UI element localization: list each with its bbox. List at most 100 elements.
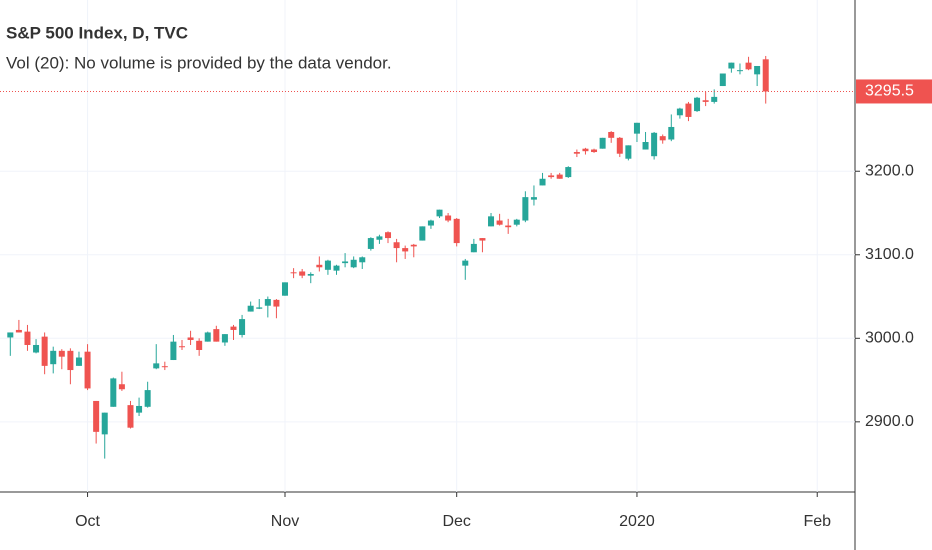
candle-body bbox=[642, 142, 649, 150]
candle-body bbox=[359, 257, 366, 263]
candle-body bbox=[33, 344, 40, 353]
candle-body bbox=[582, 148, 589, 152]
candle-body bbox=[573, 152, 580, 154]
candle-body bbox=[591, 149, 598, 153]
candle-body bbox=[599, 137, 606, 149]
candle-body bbox=[496, 220, 503, 225]
candle-body bbox=[556, 174, 563, 179]
candle-body bbox=[204, 332, 211, 342]
candle-body bbox=[393, 242, 400, 249]
candle-body bbox=[719, 73, 726, 87]
last-price-box bbox=[856, 79, 932, 104]
candle-body bbox=[410, 244, 417, 247]
plot-area bbox=[0, 0, 855, 492]
candle-body bbox=[50, 350, 57, 365]
candle-body bbox=[230, 326, 237, 330]
x-tick-label: Oct bbox=[75, 513, 100, 530]
candle-body bbox=[685, 103, 692, 117]
candle-body bbox=[213, 329, 220, 342]
candle-body bbox=[93, 400, 100, 432]
candle-body bbox=[101, 412, 108, 435]
candle-body bbox=[333, 265, 340, 271]
candle-body bbox=[221, 334, 228, 343]
candle-body bbox=[196, 340, 203, 350]
candle-body bbox=[565, 167, 572, 178]
last-price-label: 3295.5 bbox=[865, 83, 914, 100]
candle-body bbox=[316, 264, 323, 268]
candle-body bbox=[625, 145, 632, 159]
candle-body bbox=[118, 384, 125, 390]
x-tick-label: 2020 bbox=[619, 513, 655, 530]
candle-body bbox=[522, 197, 529, 221]
candle-body bbox=[659, 136, 666, 141]
candle-body bbox=[385, 232, 392, 239]
chart-title: S&P 500 Index, D, TVC bbox=[6, 23, 188, 42]
x-tick-label: Nov bbox=[271, 513, 299, 530]
candle-body bbox=[616, 137, 623, 154]
candle-body bbox=[736, 70, 743, 72]
candle-body bbox=[15, 329, 22, 333]
candle-body bbox=[462, 260, 469, 266]
candle-body bbox=[136, 405, 143, 413]
candle-body bbox=[350, 259, 357, 268]
x-tick-label: Dec bbox=[442, 513, 470, 530]
y-tick-label: 3200.0 bbox=[865, 162, 914, 179]
candle-body bbox=[702, 100, 709, 102]
candle-body bbox=[247, 305, 254, 312]
candle-body bbox=[676, 108, 683, 116]
candle-body bbox=[144, 390, 151, 407]
candle-body bbox=[479, 238, 486, 241]
candle-body bbox=[264, 299, 271, 306]
candle-body bbox=[376, 236, 383, 240]
candle-body bbox=[67, 350, 74, 371]
candle-body bbox=[24, 331, 31, 345]
candle-body bbox=[170, 341, 177, 361]
candle-body bbox=[324, 260, 331, 270]
candle-body bbox=[153, 363, 160, 369]
candle-body bbox=[453, 218, 460, 244]
candle-body bbox=[470, 243, 477, 253]
candle-body bbox=[402, 248, 409, 252]
candle-body bbox=[633, 122, 640, 134]
candle-body bbox=[281, 282, 289, 296]
candle-body bbox=[367, 238, 374, 249]
candle-body bbox=[7, 332, 14, 338]
candle-body bbox=[239, 319, 246, 335]
candle-body bbox=[110, 378, 117, 407]
candle-body bbox=[745, 62, 752, 70]
candle-body bbox=[307, 273, 314, 276]
candle-body bbox=[127, 405, 134, 428]
x-tick-label: Feb bbox=[803, 513, 831, 530]
candle-body bbox=[41, 336, 48, 366]
candle-body bbox=[299, 271, 306, 276]
candle-body bbox=[273, 299, 280, 307]
y-tick-label: 2900.0 bbox=[865, 413, 914, 430]
candle-body bbox=[530, 197, 537, 200]
candle-body bbox=[84, 351, 91, 389]
candle-body bbox=[505, 225, 512, 228]
candle-body bbox=[539, 178, 546, 186]
candle-body bbox=[436, 209, 443, 217]
candle-body bbox=[488, 216, 495, 227]
candle-body bbox=[161, 366, 168, 368]
candle-body bbox=[728, 62, 735, 69]
y-tick-label: 3000.0 bbox=[865, 330, 914, 347]
candle-body bbox=[187, 337, 194, 340]
candle-body bbox=[256, 307, 263, 309]
chart-subtitle: Vol (20): No volume is provided by the d… bbox=[6, 53, 392, 72]
candle-body bbox=[342, 261, 349, 264]
candle-body bbox=[445, 215, 452, 221]
y-tick-label: 3100.0 bbox=[865, 246, 914, 263]
candle-body bbox=[711, 96, 718, 102]
candle-body bbox=[75, 357, 82, 366]
candle-body bbox=[419, 226, 426, 241]
candle-body bbox=[178, 346, 185, 348]
candle-body bbox=[58, 350, 65, 357]
candle-body bbox=[651, 132, 658, 157]
candle-body bbox=[668, 126, 675, 140]
candle-body bbox=[694, 97, 701, 112]
candle-body bbox=[513, 219, 520, 225]
candle-body bbox=[548, 175, 555, 178]
